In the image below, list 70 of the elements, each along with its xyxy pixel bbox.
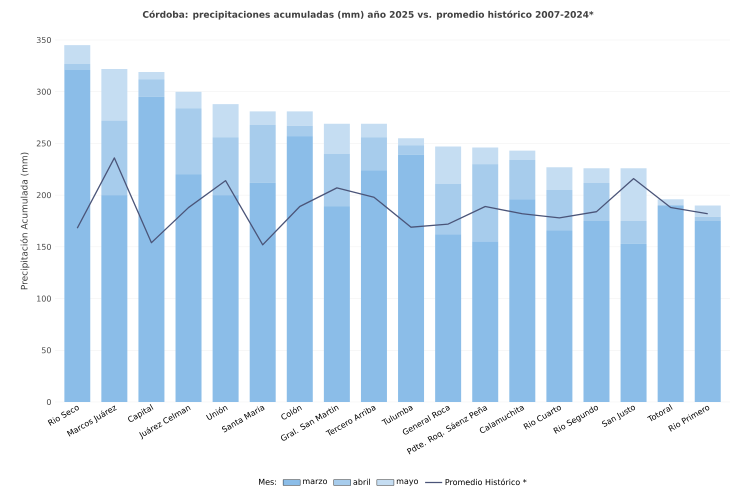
bar bbox=[64, 45, 90, 64]
bar bbox=[398, 145, 424, 155]
bar bbox=[360, 124, 387, 138]
bar bbox=[324, 124, 350, 154]
bar bbox=[398, 138, 424, 146]
bar bbox=[694, 205, 721, 217]
bar bbox=[176, 108, 202, 174]
line-series bbox=[76, 157, 708, 246]
chart-title: Córdoba: precipitaciones acumuladas (mm) año 2025 vs. promedio histórico 2007-2024* bbox=[142, 10, 594, 20]
y-tick-label: 250 bbox=[36, 140, 51, 146]
bar bbox=[583, 168, 610, 183]
bar bbox=[176, 174, 202, 402]
bar bbox=[101, 68, 128, 121]
y-tick-label: 300 bbox=[36, 88, 51, 95]
legend-label: Promedio Histórico * bbox=[446, 478, 527, 486]
y-axis-title: Precipitación Acumulada (mm) bbox=[20, 152, 30, 290]
bar bbox=[398, 154, 424, 402]
bar bbox=[286, 126, 313, 136]
bar bbox=[138, 96, 164, 402]
bar bbox=[658, 205, 684, 402]
y-tick-label: 150 bbox=[37, 244, 51, 250]
bar bbox=[694, 216, 721, 221]
y-tick-label: 200 bbox=[36, 192, 51, 198]
bar bbox=[620, 244, 647, 402]
bar bbox=[286, 111, 313, 126]
bar bbox=[212, 195, 239, 402]
bar bbox=[212, 137, 239, 196]
bar bbox=[138, 72, 164, 80]
legend-label: marzo bbox=[303, 480, 328, 484]
bar bbox=[546, 190, 572, 230]
bar bbox=[138, 79, 164, 97]
x-tick-label: Colón bbox=[281, 406, 302, 420]
bar bbox=[472, 242, 498, 402]
bar bbox=[101, 120, 128, 196]
bar bbox=[360, 170, 387, 402]
bar bbox=[435, 184, 462, 234]
bar bbox=[101, 195, 128, 402]
y-tick-label: 350 bbox=[36, 36, 51, 44]
bar bbox=[64, 64, 90, 70]
legend-title: Mes: bbox=[259, 478, 276, 485]
bar bbox=[324, 206, 350, 402]
bar bbox=[583, 220, 610, 402]
legend-label: abril bbox=[353, 478, 370, 485]
bar bbox=[546, 230, 572, 402]
bar bbox=[509, 150, 536, 160]
x-tick-label: Rio Seco bbox=[48, 406, 79, 426]
legend-label: mayo bbox=[396, 480, 418, 486]
bar bbox=[286, 136, 313, 402]
bar bbox=[472, 164, 498, 242]
bar bbox=[64, 70, 90, 402]
bar bbox=[546, 167, 572, 190]
bar bbox=[694, 220, 721, 402]
bar bbox=[435, 234, 462, 402]
bar bbox=[472, 148, 498, 164]
y-tick-label: 0 bbox=[46, 398, 51, 406]
bar bbox=[509, 199, 536, 402]
bar bbox=[620, 168, 647, 221]
bar bbox=[360, 137, 387, 170]
bar bbox=[250, 124, 276, 183]
bar bbox=[620, 220, 647, 244]
bar bbox=[583, 182, 610, 221]
bar bbox=[250, 182, 276, 402]
bar bbox=[435, 146, 462, 184]
bar bbox=[250, 111, 276, 125]
y-tick-label: 100 bbox=[37, 296, 51, 302]
bar bbox=[176, 92, 202, 108]
bar bbox=[324, 154, 350, 207]
bar bbox=[212, 104, 239, 138]
y-tick-label: 50 bbox=[42, 347, 51, 354]
bar bbox=[509, 160, 536, 200]
